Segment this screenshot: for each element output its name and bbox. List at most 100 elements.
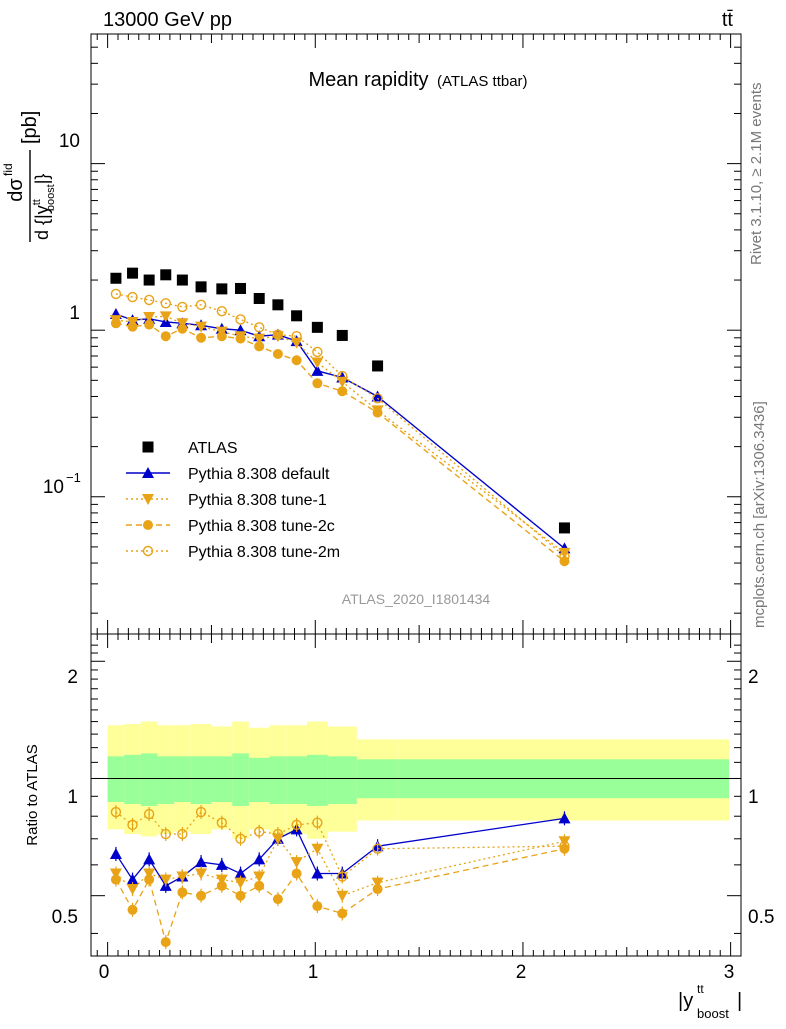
x-axis-label: |y tt boost | [678,982,742,1021]
ratio-point-pythia-8-308-tune-2m [160,828,171,840]
point-pythia-8-308-tune-2c [160,331,171,342]
ratio-point-pythia-8-308-default [109,847,122,859]
ratio-point-pythia-8-308-tune-2m [143,808,155,820]
ratio-tick-right-0-5: 0.5 [748,907,774,928]
point-pythia-8-308-tune-2c [254,341,265,352]
point-pythia-8-308-tune-2c [291,355,302,366]
ratio-axis-label: Ratio to ATLAS [24,744,41,845]
ratio-point-pythia-8-308-tune-1 [176,871,189,883]
ratio-plot-marks [91,721,741,950]
tick-label-1: 1 [69,303,80,324]
ratio-frame [90,633,742,957]
ratio-line-pythia-8-308-tune-2c [115,848,565,945]
point-pythia-8-308-tune-2m [337,370,348,382]
point-atlas [143,274,155,286]
ratio-tick-right-2: 2 [748,667,759,688]
point-pythia-8-308-tune-1 [159,311,172,323]
ratio-point-pythia-8-308-tune-2m [235,833,246,844]
point-pythia-8-308-tune-1 [253,333,266,345]
ratio-point-pythia-8-308-tune-2m [337,871,348,882]
point-pythia-8-308-tune-2m [110,288,122,300]
x-tick-3: 3 [724,962,735,983]
point-pythia-8-308-default [371,390,384,402]
ratio-point-pythia-8-308-default [311,867,324,879]
legend-label-pythia-8-308-tune-1: Pythia 8.308 tune-1 [188,492,327,509]
point-atlas [216,283,228,295]
x-label-sub: boost [697,1006,729,1021]
point-pythia-8-308-tune-2m [291,331,302,342]
point-pythia-8-308-tune-2c [372,407,383,418]
y-label-unit: [pb] [19,111,41,144]
point-pythia-8-308-tune-1 [195,321,208,333]
ratio-point-pythia-8-308-tune-2m [177,828,188,840]
point-pythia-8-308-tune-2m [216,306,228,317]
point-atlas [127,267,139,279]
point-pythia-8-308-default [311,364,324,376]
point-atlas [272,299,284,311]
point-pythia-8-308-tune-2m [272,329,284,340]
y-label-den-sub: boost [45,184,57,211]
legend-marker-pythia-8-308-tune-2c [143,520,153,530]
point-atlas [160,269,172,281]
ratio-point-pythia-8-308-tune-1 [253,871,266,883]
tick-label-0-1-exp: −1 [66,470,81,485]
tick-label-10: 10 [59,131,80,152]
ratio-point-pythia-8-308-tune-2m [195,806,207,818]
ratio-tick-left-2: 2 [67,667,78,688]
ratio-point-pythia-8-308-tune-1 [290,857,303,869]
ratio-point-pythia-8-308-tune-2c [272,894,283,905]
ratio-line-pythia-8-308-tune-1 [115,837,565,897]
ratio-band-inner [286,756,307,804]
legend-marker-pythia-8-308-default [142,467,154,478]
legend: ATLAS Pythia 8.308 default Pythia 8.308 tu… [126,440,340,561]
point-pythia-8-308-tune-2m [372,393,383,404]
point-pythia-8-308-tune-2m [195,299,207,311]
point-atlas [176,274,188,286]
ratio-band-inner [124,754,141,804]
main-panel: Mean rapidity (ATLAS ttbar) 10 1 10 −1 d… [1,33,742,635]
point-pythia-8-308-tune-1 [311,357,324,369]
ratio-band-inner [306,754,328,806]
ratio-point-pythia-8-308-tune-1 [336,890,349,902]
ratio-point-pythia-8-308-tune-2c [372,884,383,895]
ratio-band-inner [157,756,175,804]
header-right: tt̄ [722,9,734,31]
line-pythia-8-308-default [115,313,565,549]
ratio-point-pythia-8-308-tune-1 [159,874,172,886]
point-pythia-8-308-tune-2m [559,550,570,562]
point-pythia-8-308-tune-2c [216,331,227,342]
x-label-end: | [737,990,742,1012]
y-label-den-sup: tt [31,199,43,205]
point-pythia-8-308-tune-2m [127,291,138,303]
ratio-point-pythia-8-308-tune-1 [234,877,247,889]
legend-label-pythia-8-308-default: Pythia 8.308 default [188,466,330,483]
ratio-point-pythia-8-308-tune-2c [160,937,171,948]
line-pythia-8-308-tune-2m [115,293,565,557]
ratio-point-pythia-8-308-tune-2c [235,890,246,901]
ratio-tick-right-1: 1 [748,787,759,808]
point-pythia-8-308-tune-2c [337,386,348,397]
legend-label-pythia-8-308-tune-2m: Pythia 8.308 tune-2m [188,544,340,561]
ratio-band-inner [232,753,249,806]
ratio-point-pythia-8-308-default [143,853,156,865]
ratio-point-pythia-8-308-default [558,812,571,824]
ratio-point-pythia-8-308-tune-2m [216,817,228,828]
main-title: Mean rapidity (ATLAS ttbar) [308,69,527,91]
ratio-tick-left-1: 1 [67,787,78,808]
x-tick-0: 0 [99,962,110,983]
point-pythia-8-308-tune-2m [312,346,323,358]
main-title-text: Mean rapidity [308,69,428,91]
ratio-point-pythia-8-308-tune-1 [195,868,208,880]
ratio-band-inner [211,756,233,803]
ratio-point-pythia-8-308-tune-2c [127,904,138,915]
point-pythia-8-308-tune-1 [558,547,571,559]
point-pythia-8-308-tune-2c [177,323,188,334]
ratio-point-pythia-8-308-tune-2c [196,890,207,901]
ratio-point-pythia-8-308-tune-2m [254,826,265,837]
ratio-band-inner [248,757,270,803]
y-axis-label: dσ fid d {|ytt boost|} [pb] [1,111,57,242]
point-pythia-8-308-tune-2c [272,348,283,359]
line-pythia-8-308-tune-1 [115,315,565,554]
ratio-point-pythia-8-308-tune-2m [291,819,302,831]
y-label-den: d {|ytt boost|} [31,174,57,240]
